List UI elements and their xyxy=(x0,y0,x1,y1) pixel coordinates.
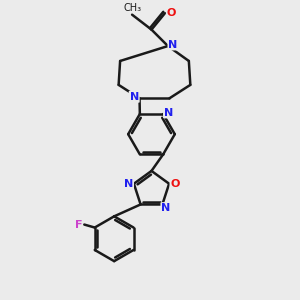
Text: F: F xyxy=(75,220,82,230)
Text: CH₃: CH₃ xyxy=(123,3,141,13)
Text: N: N xyxy=(164,107,173,118)
Text: O: O xyxy=(170,179,180,189)
Text: N: N xyxy=(161,203,171,213)
Text: O: O xyxy=(167,8,176,18)
Text: N: N xyxy=(124,179,133,189)
Text: N: N xyxy=(168,40,178,50)
Text: N: N xyxy=(130,92,139,102)
